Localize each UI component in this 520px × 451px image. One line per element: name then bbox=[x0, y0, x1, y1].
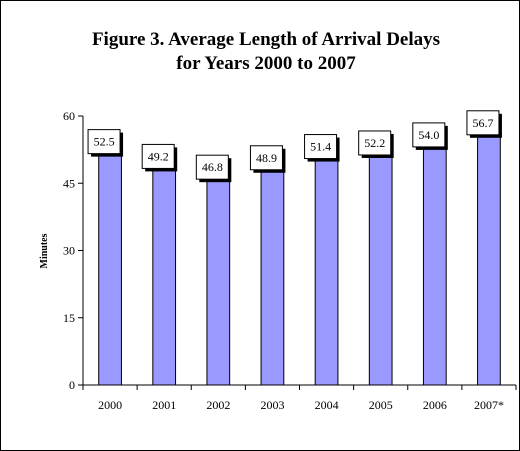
bar bbox=[152, 163, 177, 386]
y-axis-label: Minutes bbox=[39, 233, 50, 268]
bar bbox=[260, 165, 285, 386]
data-label-box bbox=[412, 122, 446, 148]
y-tick-label: 60 bbox=[63, 109, 75, 123]
data-label: 46.8 bbox=[202, 160, 223, 174]
data-label: 49.2 bbox=[148, 149, 169, 163]
data-label-box bbox=[304, 134, 338, 160]
bar bbox=[98, 149, 122, 386]
data-label: 52.2 bbox=[364, 136, 385, 150]
data-label: 54.0 bbox=[418, 128, 439, 142]
data-label-box bbox=[87, 129, 121, 155]
data-label-box bbox=[195, 154, 229, 180]
data-label-box bbox=[466, 110, 500, 136]
bars bbox=[98, 130, 501, 386]
bar bbox=[206, 174, 231, 386]
x-tick-label: 2002 bbox=[206, 398, 230, 412]
bar bbox=[368, 150, 393, 386]
y-tick-label: 45 bbox=[63, 176, 75, 190]
bar bbox=[314, 154, 339, 386]
data-label: 48.9 bbox=[256, 151, 277, 165]
chart-title-line-1: Figure 3. Average Length of Arrival Dela… bbox=[92, 29, 440, 50]
data-label: 52.5 bbox=[94, 135, 115, 149]
data-labels: 52.5 49.2 46.8 48.9 51.4 52.2 54.0 56.7 bbox=[87, 110, 502, 183]
bar bbox=[422, 142, 447, 386]
y-tick-label: 30 bbox=[63, 244, 75, 258]
x-tick-label: 2005 bbox=[369, 398, 393, 412]
data-label-box bbox=[358, 130, 392, 156]
x-tick-label: 2006 bbox=[423, 398, 447, 412]
y-tick-label: 15 bbox=[63, 311, 75, 325]
x-tick-label: 2003 bbox=[260, 398, 284, 412]
x-tick-label: 2000 bbox=[98, 398, 122, 412]
y-tick-label: 0 bbox=[69, 378, 75, 392]
x-tick-label: 2004 bbox=[315, 398, 339, 412]
x-tick-label: 2007* bbox=[474, 398, 504, 412]
data-label-box bbox=[249, 145, 283, 171]
x-axis: 2000 2001 2002 2003 2004 2005 2006 2007* bbox=[82, 384, 517, 412]
chart-title-line-2: for Years 2000 to 2007 bbox=[176, 53, 356, 74]
data-label-box bbox=[141, 143, 175, 169]
y-axis: 0 15 30 45 60 bbox=[63, 109, 84, 392]
data-label: 51.4 bbox=[310, 140, 331, 154]
bar bbox=[477, 130, 501, 386]
data-label: 56.7 bbox=[472, 116, 493, 130]
x-tick-label: 2001 bbox=[152, 398, 176, 412]
